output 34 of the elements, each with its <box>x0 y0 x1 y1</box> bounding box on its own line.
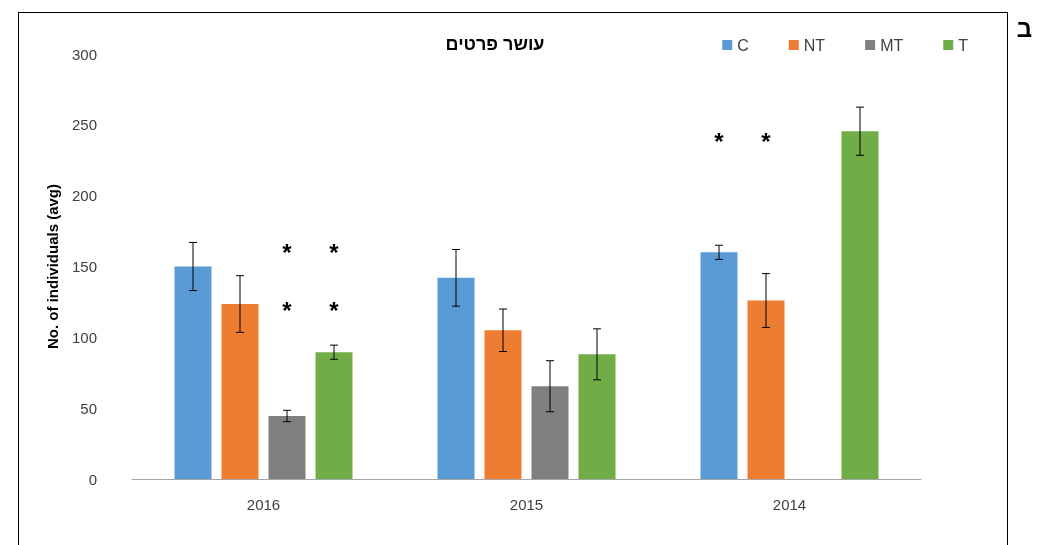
x-tick-label: 2016 <box>246 496 281 513</box>
chart-title: עושר פרטים <box>445 34 545 54</box>
bar <box>531 386 569 479</box>
bar <box>578 354 616 479</box>
bar <box>437 277 475 479</box>
y-tick-label: 0 <box>88 470 97 488</box>
legend-label: MT <box>880 36 904 54</box>
bar <box>484 330 522 479</box>
annotation: * <box>329 238 340 266</box>
y-axis-title: No. of individuals (avg) <box>44 183 61 350</box>
bar <box>315 352 353 479</box>
annotation: * <box>714 128 725 156</box>
annotation: * <box>761 128 772 156</box>
annotation: * <box>282 296 293 324</box>
bar <box>268 415 306 479</box>
legend-label: C <box>737 36 749 54</box>
y-tick-label: 200 <box>71 187 97 205</box>
y-tick-label: 50 <box>80 399 97 417</box>
y-tick-label: 300 <box>71 45 97 63</box>
x-tick-label: 2015 <box>509 496 544 513</box>
legend-label: T <box>958 36 969 54</box>
bar <box>700 252 738 479</box>
text: ב <box>1016 14 1033 42</box>
y-tick-label: 100 <box>71 328 97 346</box>
bar <box>174 266 212 479</box>
bar <box>221 304 259 479</box>
annotation: * <box>282 238 293 266</box>
legend-label: NT <box>803 36 826 54</box>
y-tick-label: 150 <box>71 258 97 275</box>
y-tick-label: 250 <box>71 116 97 134</box>
bar <box>841 131 879 479</box>
bar <box>747 300 785 479</box>
annotation: * <box>329 296 340 324</box>
x-tick-label: 2014 <box>772 496 807 513</box>
